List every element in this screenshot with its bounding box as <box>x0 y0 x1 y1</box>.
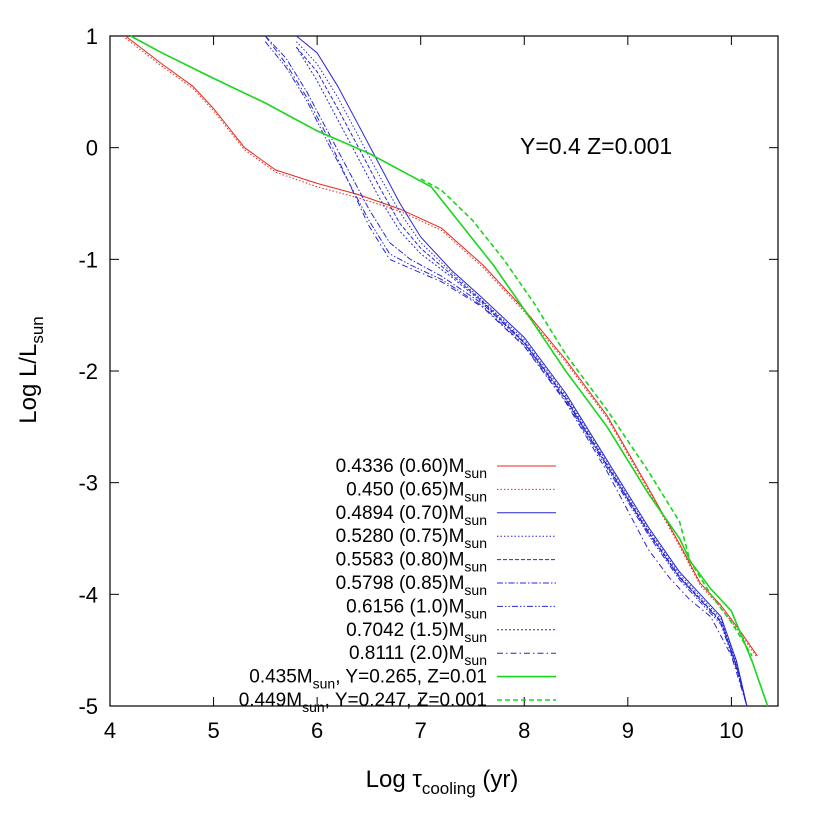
series-line-6 <box>264 41 748 707</box>
y-tick-label: -2 <box>78 359 98 384</box>
legend-label: 0.6156 (1.0)Msun <box>346 596 487 621</box>
x-tick-label: 4 <box>104 718 116 743</box>
legend-label: 0.4894 (0.70)Msun <box>336 503 487 528</box>
series-line-0 <box>125 35 758 657</box>
series-line-2 <box>296 35 748 707</box>
legend-label: 0.7042 (1.5)Msun <box>346 620 487 645</box>
y-tick-label: -1 <box>78 247 98 272</box>
legend-label: 0.8111 (2.0)Msun <box>349 643 487 668</box>
series-line-4 <box>296 46 748 707</box>
series-line-10 <box>420 178 753 657</box>
y-tick-label: -3 <box>78 471 98 496</box>
series-line-3 <box>296 41 748 707</box>
series-line-9 <box>130 35 769 707</box>
x-tick-label: 10 <box>719 718 743 743</box>
series-line-7 <box>295 46 748 707</box>
legend-label: 0.5280 (0.75)Msun <box>336 526 487 551</box>
y-tick-label: 1 <box>86 24 98 49</box>
x-axis-title: Log τcooling (yr) <box>366 766 519 798</box>
x-tick-label: 9 <box>622 718 634 743</box>
legend-label: 0.5798 (0.85)Msun <box>336 573 487 598</box>
y-tick-labels: 1 0 -1 -2 -3 -4 -5 <box>78 24 98 719</box>
legend-label: 0.449Msun, Y=0.247, Z=0.001 <box>239 690 487 715</box>
annotation: Y=0.4 Z=0.001 <box>520 133 672 159</box>
legend-label: 0.4336 (0.60)Msun <box>336 456 487 481</box>
series-line-5 <box>264 35 748 707</box>
x-tick-label: 5 <box>207 718 219 743</box>
y-axis-title: Log L/Lsun <box>15 316 47 424</box>
x-tick-label: 8 <box>518 718 530 743</box>
x-tick-label: 7 <box>415 718 427 743</box>
curves <box>125 35 769 707</box>
x-tick-label: 6 <box>311 718 323 743</box>
y-tick-label: 0 <box>86 136 98 161</box>
series-line-1 <box>125 37 758 659</box>
legend-label: 0.5583 (0.80)Msun <box>336 550 487 575</box>
tick-marks <box>109 35 778 707</box>
y-tick-label: -5 <box>78 694 98 719</box>
legend-label: 0.435Msun, Y=0.265, Z=0.01 <box>249 667 487 692</box>
series-line-8 <box>264 35 748 707</box>
x-tick-labels: 4 5 6 7 8 9 10 <box>104 718 744 743</box>
legend-label: 0.450 (0.65)Msun <box>346 479 487 504</box>
y-tick-label: -4 <box>78 582 98 607</box>
